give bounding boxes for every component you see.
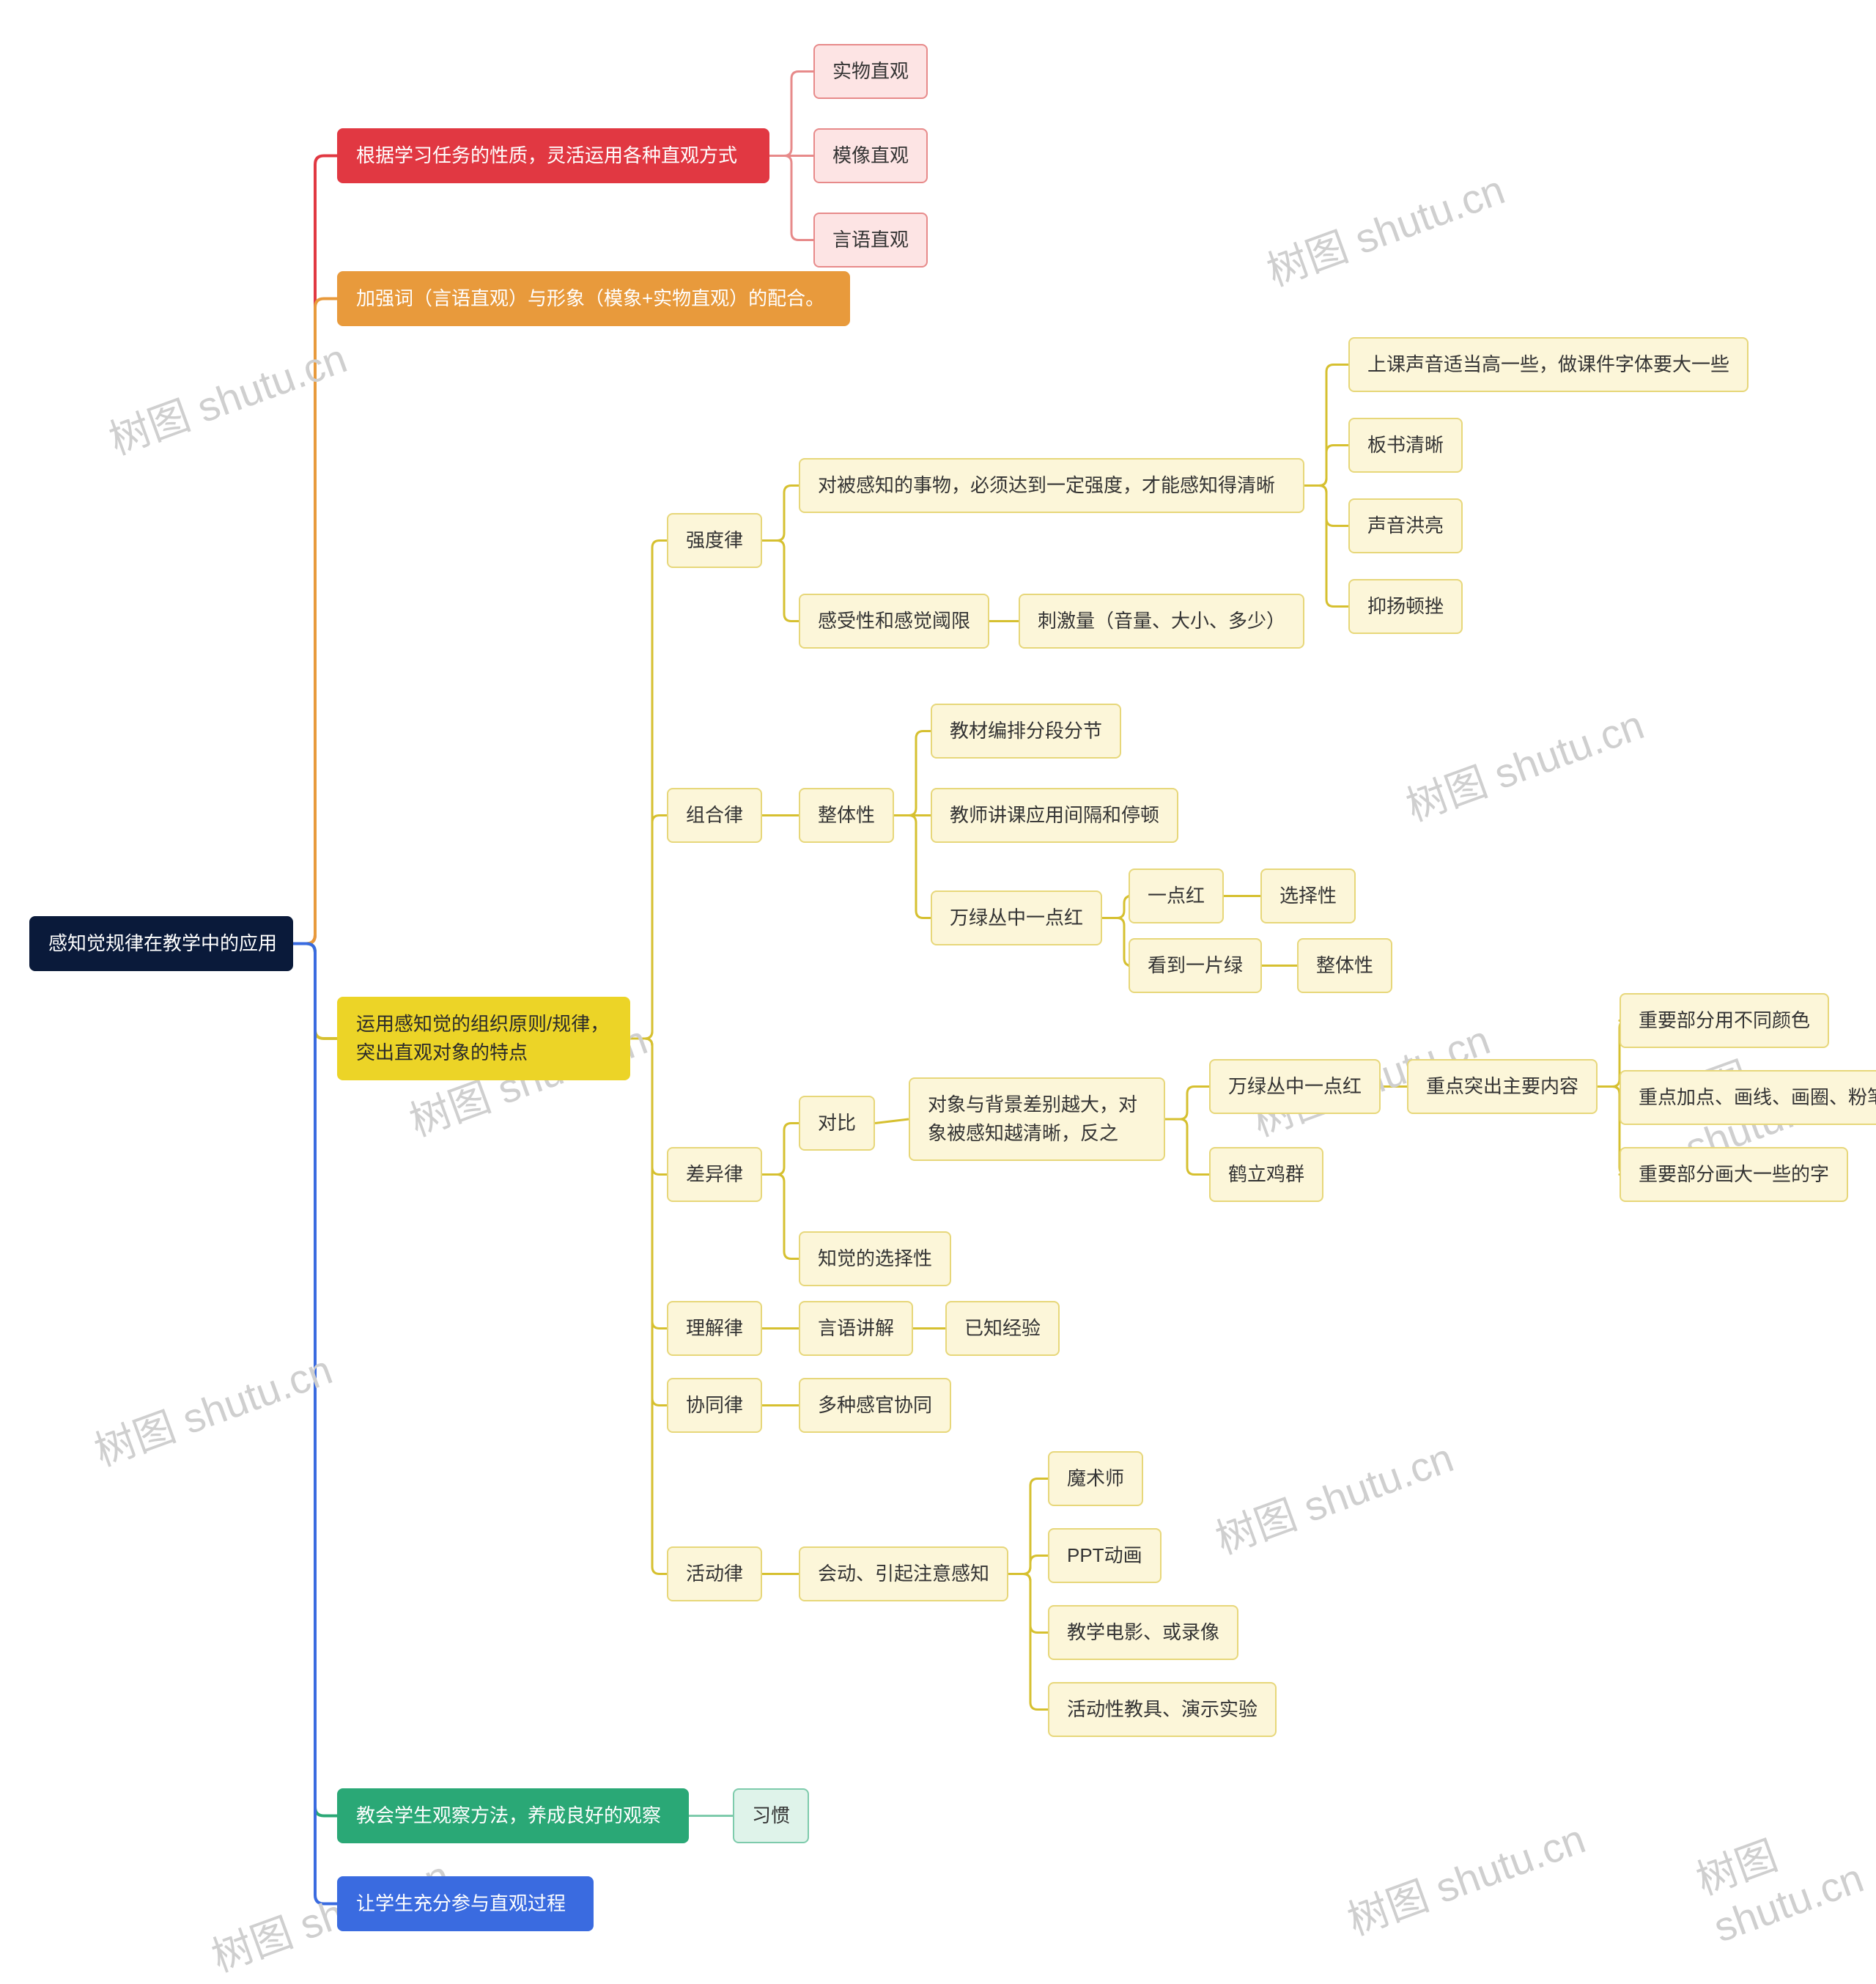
law-1[interactable]: 组合律 [667, 788, 762, 843]
law1-c1-1[interactable]: 教师讲课应用间隔和停顿 [931, 788, 1178, 843]
law1-ggc-0[interactable]: 选择性 [1260, 869, 1356, 923]
level1-2[interactable]: 运用感知觉的组织原则/规律，突出直观对象的特点 [337, 997, 630, 1080]
law2-c1c-1[interactable]: 鹤立鸡群 [1209, 1147, 1323, 1202]
law2-emph[interactable]: 重点突出主要内容 [1407, 1059, 1598, 1114]
law5-c1[interactable]: 会动、引起注意感知 [799, 1546, 1008, 1601]
law0-c2-0[interactable]: 刺激量（音量、大小、多少） [1019, 594, 1304, 649]
edge-layer [0, 0, 1876, 1944]
law1-c1-2[interactable]: 万绿丛中一点红 [931, 890, 1102, 945]
level1-1[interactable]: 加强词（言语直观）与形象（模象+实物直观）的配合。 [337, 271, 850, 326]
law2-emph-2[interactable]: 重要部分画大一些的字 [1620, 1147, 1848, 1202]
law2-c1c[interactable]: 对象与背景差别越大，对象被感知越清晰，反之 [909, 1077, 1165, 1161]
law-5[interactable]: 活动律 [667, 1546, 762, 1601]
law2-c1[interactable]: 对比 [799, 1096, 875, 1151]
law1-gc-0[interactable]: 一点红 [1129, 869, 1224, 923]
law-2[interactable]: 差异律 [667, 1147, 762, 1202]
law2-c2[interactable]: 知觉的选择性 [799, 1231, 951, 1286]
law2-c1c-0[interactable]: 万绿丛中一点红 [1209, 1059, 1381, 1114]
law0-c1-0[interactable]: 上课声音适当高一些，做课件字体要大一些 [1348, 337, 1748, 392]
watermark: 树图 shutu.cn [1206, 1425, 1460, 1566]
law0-c2[interactable]: 感受性和感觉阈限 [799, 594, 989, 649]
l1-0-child-0[interactable]: 实物直观 [813, 44, 928, 99]
law5-c1-1[interactable]: PPT动画 [1048, 1528, 1162, 1583]
law1-ggc-1[interactable]: 整体性 [1297, 938, 1392, 993]
law4-c1[interactable]: 多种感官协同 [799, 1378, 951, 1433]
law5-c1-0[interactable]: 魔术师 [1048, 1451, 1143, 1506]
law2-emph-0[interactable]: 重要部分用不同颜色 [1620, 993, 1829, 1048]
watermark: 树图 shutu.cn [100, 325, 354, 466]
level1-4[interactable]: 让学生充分参与直观过程 [337, 1876, 594, 1931]
law0-c1-1[interactable]: 板书清晰 [1348, 418, 1463, 473]
l1-3-child-0[interactable]: 习惯 [733, 1788, 809, 1843]
law0-c1-3[interactable]: 抑扬顿挫 [1348, 579, 1463, 634]
law-4[interactable]: 协同律 [667, 1378, 762, 1433]
level1-0[interactable]: 根据学习任务的性质，灵活运用各种直观方式 [337, 128, 769, 183]
law1-gc-1[interactable]: 看到一片绿 [1129, 938, 1262, 993]
law5-c1-2[interactable]: 教学电影、或录像 [1048, 1605, 1238, 1660]
watermark: 树图 shutu.cn [1258, 157, 1512, 298]
l1-0-child-2[interactable]: 言语直观 [813, 213, 928, 268]
law3-c1c[interactable]: 已知经验 [945, 1301, 1060, 1356]
law3-c1[interactable]: 言语讲解 [799, 1301, 913, 1356]
law0-c1[interactable]: 对被感知的事物，必须达到一定强度，才能感知得清晰 [799, 458, 1304, 513]
law0-c1-2[interactable]: 声音洪亮 [1348, 498, 1463, 553]
law2-emph-1[interactable]: 重点加点、画线、画圈、粉笔彩笔 [1620, 1070, 1876, 1125]
law1-c1[interactable]: 整体性 [799, 788, 894, 843]
law-0[interactable]: 强度律 [667, 513, 762, 568]
level1-3[interactable]: 教会学生观察方法，养成良好的观察 [337, 1788, 689, 1843]
watermark: 树图 shutu.cn [1687, 1791, 1876, 1951]
mindmap-canvas: 树图 shutu.cn 树图 shutu.cn 树图 shutu.cn 树图 shut… [0, 0, 1876, 1944]
watermark: 树图 shutu.cn [1338, 1806, 1592, 1947]
watermark: 树图 shutu.cn [85, 1337, 339, 1478]
watermark: 树图 shutu.cn [1397, 692, 1651, 833]
law5-c1-3[interactable]: 活动性教具、演示实验 [1048, 1682, 1277, 1737]
l1-0-child-1[interactable]: 模像直观 [813, 128, 928, 183]
root-node[interactable]: 感知觉规律在教学中的应用 [29, 916, 293, 971]
law1-c1-0[interactable]: 教材编排分段分节 [931, 704, 1121, 759]
law-3[interactable]: 理解律 [667, 1301, 762, 1356]
